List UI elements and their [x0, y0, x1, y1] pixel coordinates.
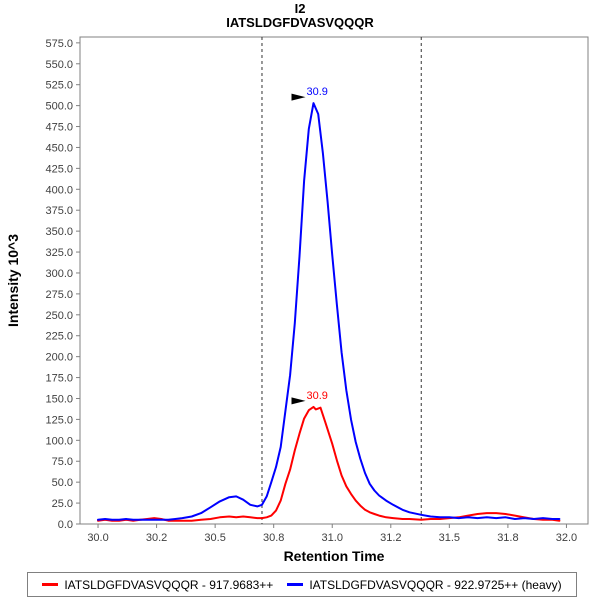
legend: IATSLDGFDVASVQQQR - 917.9683++ IATSLDGFDV… — [27, 572, 577, 597]
y-tick-label: 175.0 — [45, 373, 73, 385]
peak-rt-label[interactable]: 30.9 — [307, 390, 328, 402]
peak-annotation-light[interactable]: 30.9 — [291, 390, 328, 405]
y-tick-label: 150.0 — [45, 393, 73, 405]
x-tick-label: 30.5 — [204, 532, 225, 544]
legend-item-heavy: IATSLDGFDVASVQQQR - 922.9725++ (heavy) — [287, 577, 562, 592]
y-tick-label: 450.0 — [45, 142, 73, 154]
legend-label-heavy: IATSLDGFDVASVQQQR - 922.9725++ (heavy) — [309, 577, 562, 592]
y-tick-label: 350.0 — [45, 226, 73, 238]
y-tick-label: 275.0 — [45, 289, 73, 301]
x-tick-label: 31.2 — [380, 532, 401, 544]
y-axis-title: Intensity 10^3 — [5, 234, 21, 327]
y-tick-label: 550.0 — [45, 59, 73, 71]
legend-line-sample-heavy — [287, 583, 304, 586]
y-tick-label: 125.0 — [45, 414, 73, 426]
legend-line-sample-light — [42, 583, 59, 586]
x-tick-label: 31.8 — [497, 532, 518, 544]
x-tick-label: 31.0 — [322, 532, 343, 544]
y-tick-label: 425.0 — [45, 163, 73, 175]
y-tick-label: 575.0 — [45, 38, 73, 50]
y-tick-label: 500.0 — [45, 101, 73, 113]
y-tick-label: 100.0 — [45, 435, 73, 447]
y-tick-label: 325.0 — [45, 247, 73, 259]
y-tick-label: 375.0 — [45, 205, 73, 217]
peak-arrow-icon — [291, 397, 306, 405]
legend-item-light: IATSLDGFDVASVQQQR - 917.9683++ — [42, 578, 273, 592]
legend-label-light: IATSLDGFDVASVQQQR - 917.9683++ — [64, 577, 274, 592]
y-tick-label: 225.0 — [45, 331, 73, 343]
peak-arrow-icon — [291, 93, 306, 101]
chart-title: I2 — [294, 1, 306, 16]
peak-rt-label[interactable]: 30.9 — [307, 86, 328, 98]
y-tick-label: 200.0 — [45, 352, 73, 364]
y-tick-label: 300.0 — [45, 268, 73, 280]
chart-header: I2 IATSLDGFDVASVQQQR — [0, 2, 600, 30]
x-tick-label: 32.0 — [556, 532, 577, 544]
x-tick-label: 31.5 — [439, 532, 460, 544]
series-line-heavy[interactable] — [97, 102, 561, 521]
y-tick-label: 0.0 — [58, 519, 73, 531]
y-tick-label: 525.0 — [45, 80, 73, 92]
y-tick-label: 400.0 — [45, 184, 73, 196]
peak-annotation-heavy[interactable]: 30.9 — [291, 86, 328, 101]
x-tick-label: 30.0 — [87, 532, 108, 544]
x-axis-title: Retention Time — [284, 548, 385, 564]
y-tick-label: 25.0 — [52, 498, 73, 510]
y-tick-label: 50.0 — [52, 477, 73, 489]
x-axis: 30.0 30.2 30.5 30.8 31.0 31.2 31.5 31.8 32.0 — [87, 524, 577, 544]
y-tick-label: 250.0 — [45, 310, 73, 322]
x-tick-label: 30.2 — [146, 532, 167, 544]
x-tick-label: 30.8 — [263, 532, 284, 544]
y-tick-label: 75.0 — [52, 456, 73, 468]
y-tick-label: 475.0 — [45, 122, 73, 134]
y-axis: 0.0 25.0 50.0 75.0 100.0 125.0 150.0 175.0 200.0… — [45, 38, 80, 531]
chart-subtitle: IATSLDGFDVASVQQQR — [226, 15, 374, 30]
